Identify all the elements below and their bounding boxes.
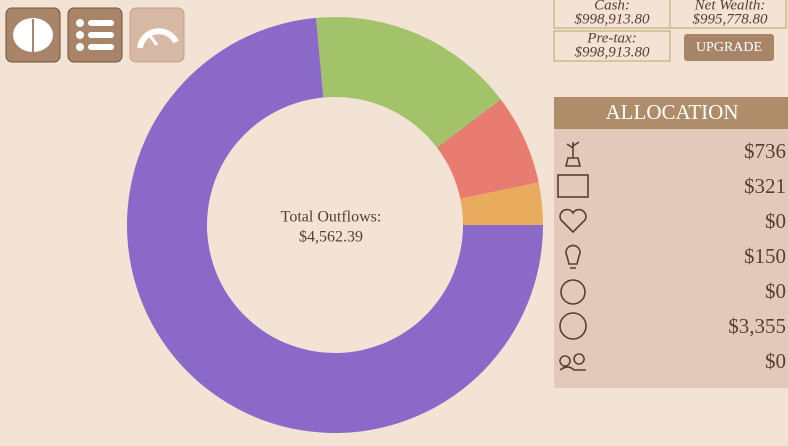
center-label: Total Outflows: [281, 209, 382, 226]
donut-slice [436, 99, 539, 199]
cash-value: $998,913.80 [575, 11, 651, 27]
allocation-value: $3,355 [728, 314, 786, 338]
money-hand-icon [559, 353, 586, 371]
donut-chart [127, 17, 544, 433]
button-bg [684, 34, 774, 61]
center-value: $4,562.39 [299, 229, 363, 246]
stats-panel: Cash: $998,913.80 Net Wealth: $995,778.8… [553, 0, 787, 62]
upgrade-button[interactable]: UPGRADE [684, 34, 774, 61]
list-icon [76, 19, 114, 51]
pretax-label: Pre-tax: [586, 30, 636, 46]
gauge-button[interactable] [129, 7, 185, 63]
bulb-icon [565, 244, 581, 269]
button-bg [129, 7, 185, 63]
heart-icon [559, 208, 587, 234]
panel-header [554, 97, 788, 129]
donut-slice [127, 17, 544, 433]
allocation-value: $321 [744, 174, 786, 198]
cash-label: Cash: [594, 0, 630, 13]
pretax-value: $998,913.80 [575, 44, 651, 60]
allocation-value: $736 [744, 139, 786, 163]
net-value: $995,778.80 [693, 11, 769, 27]
donut-slice [460, 182, 543, 225]
baby-icon [560, 279, 586, 305]
gauge-needle [146, 32, 159, 46]
donut-slice [315, 17, 501, 148]
icons [557, 141, 589, 371]
button-label: UPGRADE [696, 40, 762, 55]
panel-bg [554, 97, 788, 388]
gauge-icon [137, 28, 179, 49]
brain-button[interactable] [5, 7, 61, 63]
stat-box [553, 30, 671, 62]
allocation-value: $0 [765, 209, 786, 233]
allocation-panel: ALLOCATION $736 $321 $0 $150 $0 $3,355 $0 [554, 97, 788, 388]
net-label: Net Wealth: [694, 0, 766, 13]
list-button[interactable] [67, 7, 123, 63]
plant-icon [564, 141, 582, 167]
panel-title: ALLOCATION [606, 100, 739, 124]
allocation-value: $0 [765, 279, 786, 303]
clock-icon [559, 312, 587, 340]
allocation-value: $0 [765, 349, 786, 373]
allocation-rows: $736 $321 $0 $150 $0 $3,355 $0 [728, 139, 786, 373]
allocation-value: $150 [744, 244, 786, 268]
monitor-icon [557, 174, 589, 198]
